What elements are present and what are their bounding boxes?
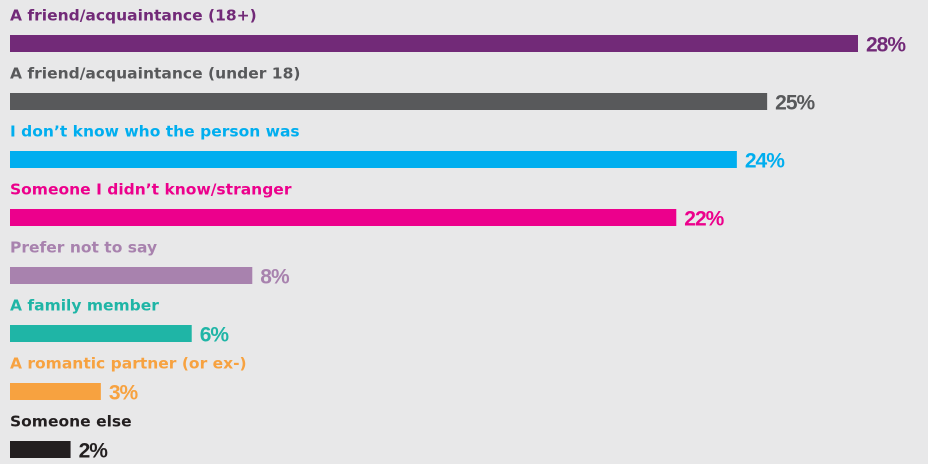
bar <box>10 35 858 52</box>
bar <box>10 383 101 400</box>
value-label: 24% <box>745 150 785 173</box>
value-label: 2% <box>79 440 109 463</box>
category-label: I don’t know who the person was <box>10 123 300 141</box>
bar <box>10 93 768 110</box>
value-label: 3% <box>109 382 139 405</box>
category-label: A friend/acquaintance (under 18) <box>10 65 300 83</box>
value-label: 22% <box>684 208 724 231</box>
category-label: Someone else <box>10 413 132 431</box>
bar <box>10 209 677 226</box>
value-label: 28% <box>866 34 906 57</box>
bar <box>10 325 192 342</box>
bar <box>10 441 71 458</box>
value-label: 6% <box>200 324 230 347</box>
bar <box>10 267 253 284</box>
category-label: A friend/acquaintance (18+) <box>10 7 257 25</box>
category-label: Prefer not to say <box>10 239 157 257</box>
value-label: 8% <box>260 266 290 289</box>
category-label: A romantic partner (or ex-) <box>10 355 247 373</box>
category-label: A family member <box>10 297 159 315</box>
bar <box>10 151 737 168</box>
value-label: 25% <box>775 92 815 115</box>
category-label: Someone I didn’t know/stranger <box>10 181 292 199</box>
